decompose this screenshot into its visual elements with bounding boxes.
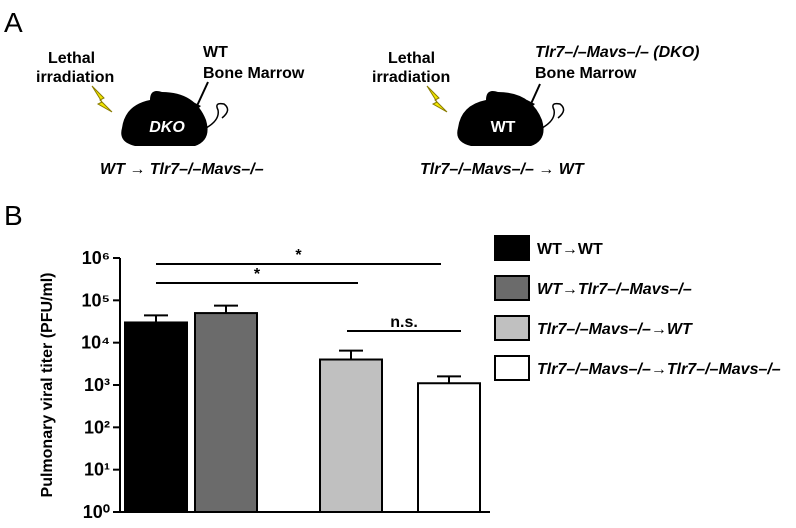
y-tick-label: 10⁶ [82,248,110,268]
panel-label: B [4,200,23,231]
bar [124,321,188,513]
marrow-label: Bone Marrow [203,65,305,82]
mouse [121,91,208,146]
irradiation-label: Lethal [48,50,95,67]
significance-label: n.s. [390,314,418,331]
bar [417,382,481,513]
caption: Tlr7–/–Mavs–/– → WT [420,161,585,178]
lightning [91,85,113,113]
y-tick-label: 10² [84,417,110,437]
legend-swatch [494,235,530,261]
legend-swatch [494,355,530,381]
marrow-label: WT [203,44,228,61]
legend-label: Tlr7–/–Mavs–/–→Tlr7–/–Mavs–/– [537,361,781,378]
lightning [426,85,448,113]
y-tick-label: 10⁵ [82,290,110,310]
legend-label: WT→WT [537,241,603,258]
marrow-label: Tlr7–/–Mavs–/– (DKO) [535,44,700,61]
arrow [195,81,209,109]
legend-label: WT→Tlr7–/–Mavs–/– [537,281,692,298]
marrow-label: Bone Marrow [535,65,637,82]
y-tick-label: 10¹ [84,460,110,480]
mouse-label: DKO [149,119,185,136]
significance-label: * [295,247,302,264]
legend-swatch [494,275,530,301]
bar [194,312,258,513]
y-tick-label: 10⁰ [83,502,110,522]
y-axis-label: Pulmonary viral titer (PFU/ml) [39,273,56,498]
mouse-tail [541,102,565,129]
mouse-label: WT [491,119,516,136]
caption: WT → Tlr7–/–Mavs–/– [100,161,264,178]
panel-label: A [4,7,23,38]
legend-label: Tlr7–/–Mavs–/–→WT [537,321,693,338]
mouse-tail [205,102,229,129]
bar [319,358,383,513]
irradiation-label: irradiation [36,69,114,86]
irradiation-label: irradiation [372,69,450,86]
mouse [457,91,544,146]
y-tick-label: 10⁴ [81,333,110,353]
irradiation-label: Lethal [388,50,435,67]
significance-label: * [254,266,261,283]
arrow [529,83,541,107]
legend-swatch [494,315,530,341]
y-tick-label: 10³ [84,375,110,395]
